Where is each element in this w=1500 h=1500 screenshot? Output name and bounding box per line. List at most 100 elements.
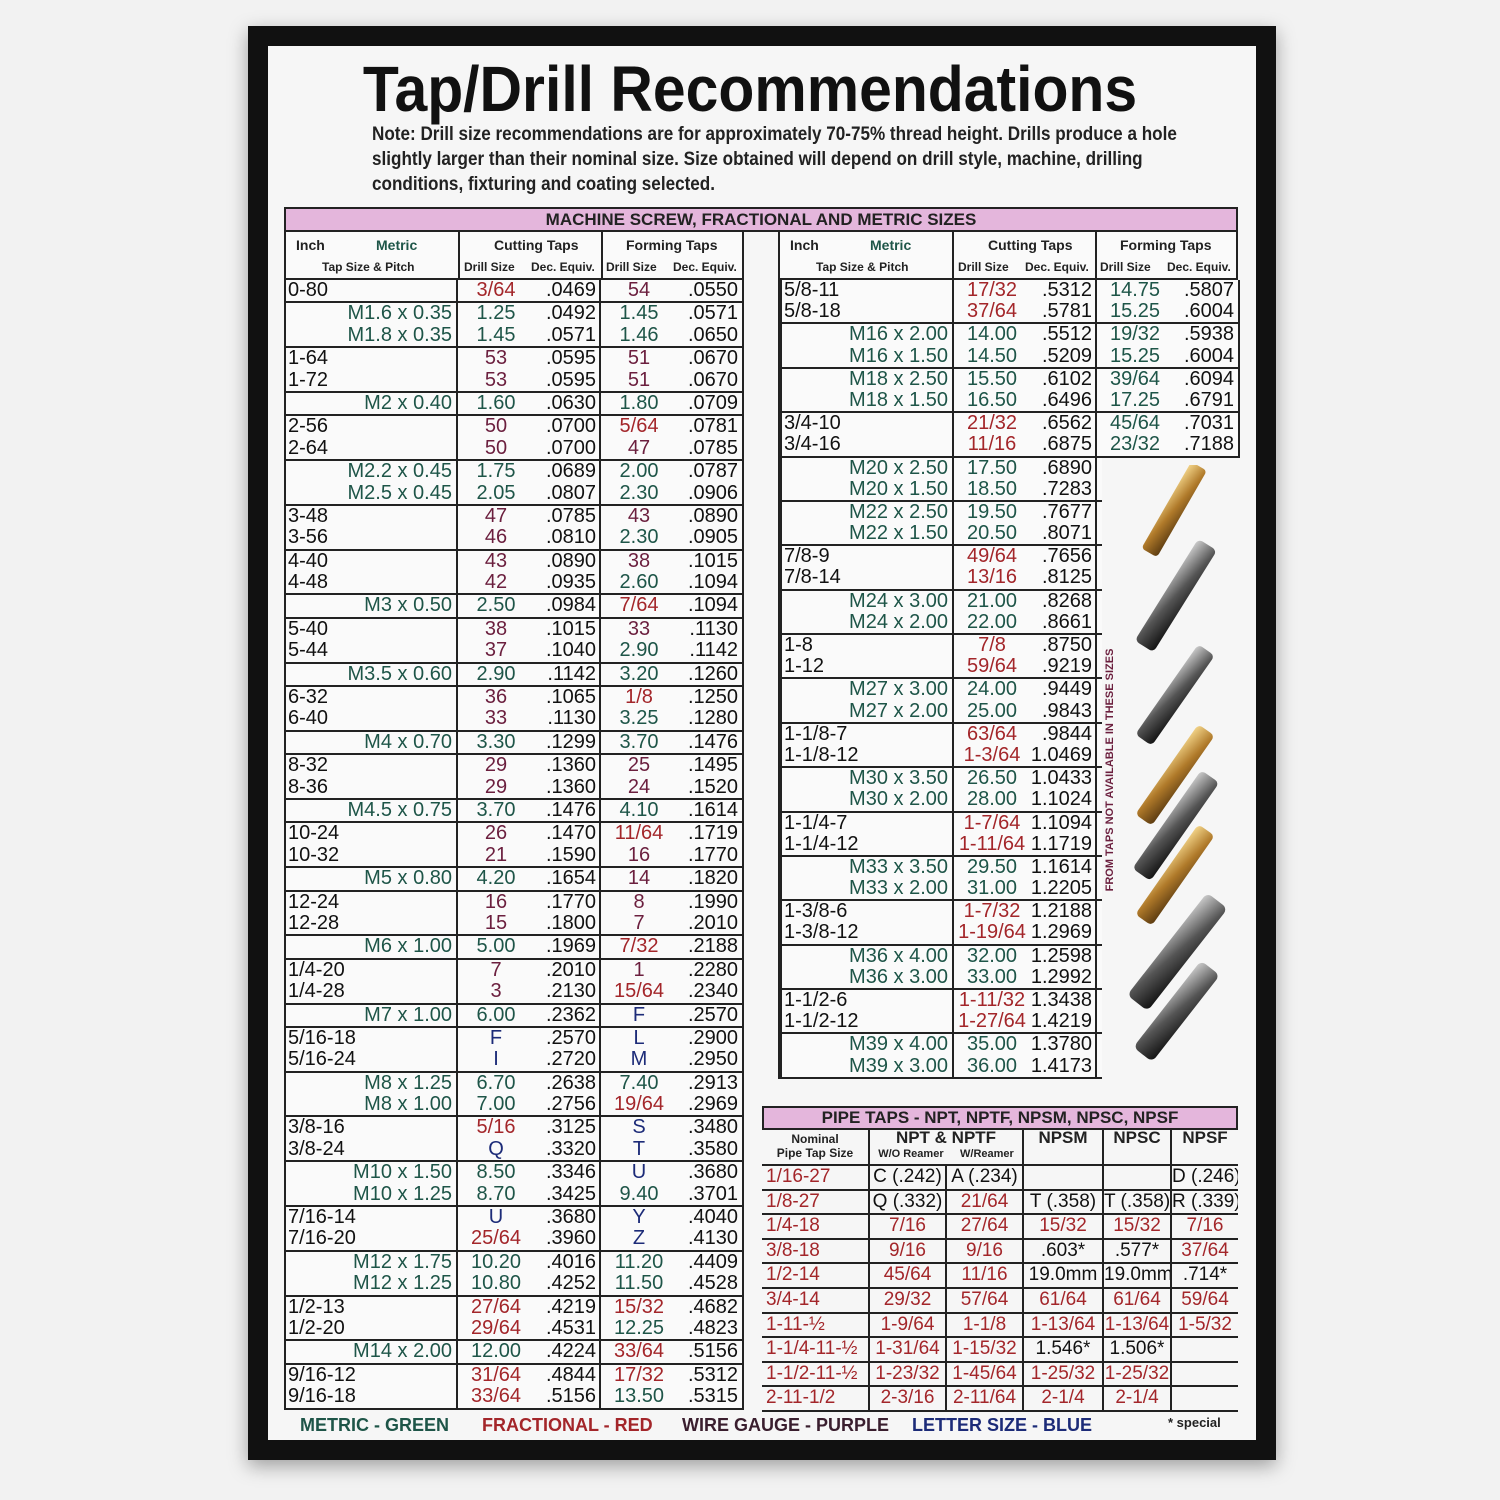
cutting-dec-equiv: .1476	[545, 798, 596, 821]
cutting-drill-size: 59/64	[966, 655, 1018, 678]
row-group: 1-1/2-6 1-11/32 1.3438 1-1/2-12 1-27/64 1.421…	[780, 989, 1102, 1035]
metric-size: M16 x 1.50	[849, 344, 948, 367]
row-group: 3/4-10 21/32 .6562 45/64 .7031 3/4-16 11/16 .68…	[780, 412, 1240, 458]
row-group: 1-8 7/8 .8750 1-12 59/64 .9219	[780, 634, 1102, 680]
table-row: 5/16-18 F .2570 L .2900	[286, 1027, 742, 1050]
metric-size: M3.5 x 0.60	[347, 662, 452, 685]
size-cell: M8 x 1.00	[286, 1093, 458, 1116]
cutting-drill-size: 16	[484, 890, 508, 913]
row-group: M1.6 x 0.35 1.25.0492 1.45.0571 M1.8 x 0.35…	[286, 302, 742, 349]
inch-size: 1-1/4-12	[784, 832, 859, 855]
table-row: 2-56 50 .0700 5/64 .0781	[286, 415, 742, 438]
cutting-cell: 3 .2130	[458, 980, 601, 1003]
cutting-cell: 38 .1015	[458, 618, 601, 641]
cutting-dec-equiv: .0689	[545, 460, 596, 483]
cutting-cell: 7/8 .8750	[954, 634, 1097, 657]
cutting-drill-size: 17/32	[966, 279, 1018, 301]
pipe-row: 1-11-½ 1-9/64 1-1/8 1-13/64 1-13/64 1-5/32	[762, 1313, 1238, 1339]
cutting-drill-size: 3/64	[476, 279, 516, 301]
metric-size: M1.8 x 0.35	[347, 323, 452, 346]
npsm: T (.358)	[1024, 1190, 1104, 1214]
forming-drill-size: 3.25	[619, 707, 659, 730]
w-reamer-header: W/Reamer	[960, 1148, 1014, 1160]
forming-drill-size: 54	[627, 279, 651, 301]
cutting-drill-size: 33	[484, 707, 508, 730]
cutting-dec-equiv: .2756	[545, 1093, 596, 1116]
metric-size: M30 x 2.00	[849, 788, 948, 811]
dec-equiv-header: Dec. Equiv.	[1025, 260, 1089, 274]
tap-size-header: Tap Size & Pitch	[816, 260, 909, 274]
forming-dec-equiv: .0709	[687, 391, 738, 414]
inch-size: 12-28	[288, 911, 340, 934]
forming-cell: 7.40 .2913	[601, 1072, 741, 1094]
forming-dec-equiv: .1476	[687, 730, 738, 753]
tap-icon	[1137, 646, 1213, 744]
cutting-cell: 42 .0935	[458, 571, 601, 594]
metric-size: M24 x 2.00	[849, 610, 948, 633]
forming-cell: 19/32 .5938	[1097, 324, 1237, 345]
forming-drill-size: 1.80	[619, 391, 659, 414]
table-row: 6-40 33 .1130 3.25 .1280	[286, 707, 742, 730]
cutting-dec-equiv: 1.0469	[1030, 743, 1092, 766]
metric-size: M18 x 1.50	[849, 388, 948, 411]
page-title: Tap/Drill Recommendations	[362, 53, 1138, 125]
row-group: M36 x 4.00 32.00 1.2598 M36 x 3.00 33.00 1.29…	[780, 945, 1102, 990]
table-row: M4 x 0.70 3.30 .1299 3.70 .1476	[286, 730, 742, 754]
cutting-cell: 21 .1590	[458, 844, 601, 867]
size-cell: M4.5 x 0.75	[286, 798, 458, 822]
npsm: .603*	[1024, 1239, 1104, 1263]
row-group: M14 x 2.00 12.00 .4224 33/64 .5156	[286, 1340, 742, 1365]
forming-dec-equiv: .0571	[687, 302, 738, 325]
cutting-dec-equiv: .8750	[1041, 634, 1092, 656]
forming-dec-equiv: .1280	[687, 707, 738, 730]
forming-cell: F .2570	[601, 1004, 741, 1026]
drill-size-header: Drill Size	[464, 260, 515, 274]
forming-dec-equiv: .4409	[687, 1250, 738, 1273]
inch-size: 6-40	[288, 707, 329, 730]
cutting-dec-equiv: .0984	[545, 594, 596, 617]
cutting-cell: 7 .2010	[458, 959, 601, 982]
cutting-drill-size: 3.30	[476, 730, 516, 753]
inch-size: 1-1/2-12	[784, 1010, 859, 1033]
pipe-row: 1/2-14 45/64 11/16 19.0mm 19.0mm .714*	[762, 1264, 1238, 1289]
size-cell: 2-64	[286, 437, 458, 460]
inch-size: 9/16-12	[288, 1363, 356, 1386]
table-row: 7/8-14 13/16 .8125	[782, 567, 1102, 589]
inch-size: 1-1/8-7	[784, 722, 848, 745]
forming-drill-size: 7	[633, 911, 645, 934]
row-group: 1/2-13 27/64 .4219 15/32 .4682 1/2-20 29/64 .45…	[286, 1296, 742, 1342]
inch-size: 10-24	[288, 822, 340, 845]
metric-size: M1.6 x 0.35	[347, 302, 452, 325]
cutting-cell: 17/32 .5312	[954, 279, 1097, 302]
forming-drill-size: 39/64	[1109, 367, 1161, 390]
forming-dec-equiv: .1015	[687, 549, 738, 572]
forming-dec-equiv: .1495	[687, 754, 738, 777]
npt-w-reamer: 1-45/64	[947, 1362, 1024, 1386]
npsm-header: NPSM	[1024, 1128, 1104, 1164]
row-group: 7/16-14 U .3680 Y .4040 7/16-20 25/64 .3960 Z .41…	[286, 1206, 742, 1252]
inch-size: 1-72	[288, 368, 329, 391]
inch-size: 7/16-14	[288, 1206, 356, 1229]
forming-cell: 17.25 .6791	[1097, 389, 1237, 411]
pipe-row: 3/8-18 9/16 9/16.603* .577* 37/64	[762, 1239, 1238, 1265]
row-group: 2-56 50 .0700 5/64 .0781 2-64 50 .0700 47 .0785	[286, 415, 742, 462]
pipe-size: 1-1/2-11-½	[762, 1362, 870, 1386]
cutting-cell: 33 .1130	[458, 707, 601, 730]
forming-dec-equiv: .1990	[687, 890, 738, 913]
npt-w-reamer: 9/16	[947, 1239, 1024, 1263]
cutting-dec-equiv: .1770	[545, 890, 596, 913]
forming-dec-equiv: .3680	[687, 1161, 738, 1184]
size-cell: M12 x 1.75	[286, 1251, 458, 1274]
row-group: M27 x 3.00 24.00 .9449 M27 x 2.00 25.00 .9843	[780, 679, 1102, 724]
forming-dec-equiv: .0787	[687, 460, 738, 483]
legend-special: * special	[1168, 1415, 1221, 1430]
tap-icon	[1135, 962, 1218, 1060]
forming-cell: 5/64 .0781	[601, 415, 741, 437]
pipe-size: 1-11-½	[762, 1313, 870, 1337]
cutting-cell: 6.70 .2638	[458, 1072, 601, 1095]
forming-dec-equiv: .2010	[687, 911, 738, 934]
size-cell: 1-1/4-12	[782, 832, 954, 855]
metric-size: M4.5 x 0.75	[347, 798, 452, 821]
inch-header: Inch	[790, 237, 819, 253]
forming-cell: U .3680	[601, 1161, 741, 1184]
